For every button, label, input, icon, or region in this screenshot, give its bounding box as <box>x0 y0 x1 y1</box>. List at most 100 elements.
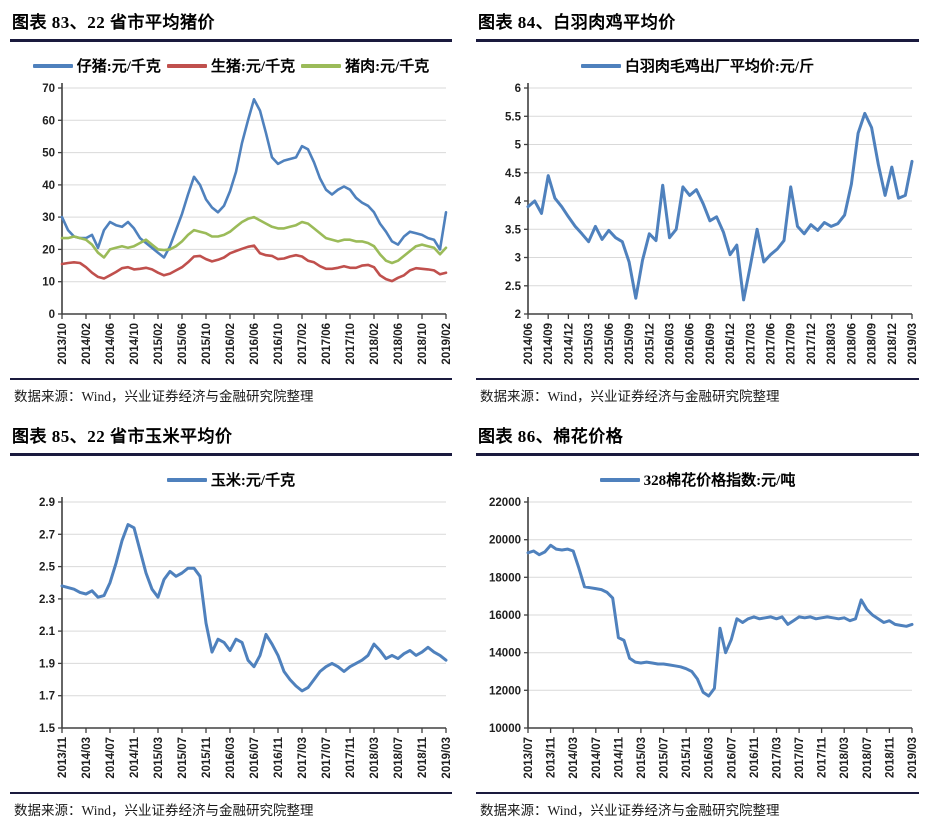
legend-label: 生猪:元/千克 <box>210 59 296 75</box>
panel-broiler-price: 图表 84、白羽肉鸡平均价 白羽肉毛鸡出厂平均价:元/斤 2 2.5 3 3.5 4 4.… <box>466 0 933 414</box>
series-line-0 <box>526 111 914 302</box>
y-axis-tick-label: 6 <box>515 83 521 95</box>
x-axis-tick-label: 2015/09 <box>624 323 636 365</box>
y-axis-tick-label: 30 <box>42 212 55 224</box>
y-axis-tick-label: 5 <box>515 140 522 152</box>
x-axis-tick-label: 2016/07 <box>726 737 738 779</box>
y-axis-tick-label: 1.5 <box>39 723 56 735</box>
x-axis-tick-label: 2017/02 <box>297 323 309 365</box>
y-axis-tick-label: 2 <box>515 309 521 321</box>
panel-corn-price: 图表 85、22 省市玉米平均价 玉米:元/千克 1.5 1.7 1.9 2.1 2.3… <box>0 414 466 829</box>
x-axis-tick-label: 2019/03 <box>907 323 918 365</box>
x-axis-tick-label: 2016/10 <box>273 323 285 365</box>
y-axis-tick-label: 1.9 <box>39 658 55 670</box>
y-axis-tick-label: 12000 <box>489 685 521 697</box>
x-axis-tick-label: 2013/10 <box>57 323 69 365</box>
x-axis-tick-label: 2016/03 <box>225 737 237 779</box>
x-axis-tick-label: 2013/07 <box>523 737 535 779</box>
legend-line-swatch <box>599 477 640 482</box>
panel-cotton-price: 图表 86、棉花价格 328棉花价格指数:元/吨 10000 12000 14000… <box>466 414 933 829</box>
pig-price-chart: 0 10 20 30 40 50 60 70 2013/10 2014/02 2014/06 2014… <box>42 83 452 365</box>
x-axis-tick-label: 2016/11 <box>273 736 285 778</box>
y-axis-tick-label: 10 <box>42 277 55 289</box>
legend-item: 生猪:元/千克 <box>166 55 296 76</box>
legend-label: 仔猪:元/千克 <box>76 59 161 75</box>
legend-label: 猪肉:元/千克 <box>345 59 430 75</box>
data-source-note: 数据来源：Wind，兴业证券经济与金融研究院整理 <box>476 792 919 819</box>
legend-line-swatch <box>32 63 73 68</box>
x-axis-tick-label: 2014/10 <box>129 323 141 365</box>
x-axis-tick-label: 2017/11 <box>345 736 357 778</box>
legend-line-swatch <box>166 477 207 482</box>
x-axis-tick-label: 2015/07 <box>177 737 189 779</box>
x-axis-tick-label: 2017/12 <box>806 323 818 365</box>
y-axis-tick-label: 2.3 <box>39 594 55 606</box>
legend-label: 白羽肉毛鸡出厂平均价:元/斤 <box>624 59 815 75</box>
x-axis-tick-label: 2013/11 <box>57 736 69 778</box>
legend-label: 328棉花价格指数:元/吨 <box>643 473 796 489</box>
x-axis-tick-label: 2014/02 <box>81 323 93 365</box>
panel-pig-price: 图表 83、22 省市平均猪价 仔猪:元/千克 生猪:元/千克 猪肉:元/千克 0 1… <box>0 0 466 414</box>
x-axis-tick-label: 2017/03 <box>772 737 784 779</box>
x-axis-tick-label: 2015/12 <box>644 323 656 365</box>
x-axis-tick-label: 2014/03 <box>81 737 93 779</box>
x-axis-tick-label: 2014/06 <box>523 323 535 365</box>
x-axis-tick-label: 2014/11 <box>129 736 141 778</box>
legend-item: 白羽肉毛鸡出厂平均价:元/斤 <box>580 55 815 76</box>
chart-legend: 仔猪:元/千克 生猪:元/千克 猪肉:元/千克 <box>10 55 452 76</box>
x-axis-tick-label: 2017/06 <box>766 323 778 365</box>
x-axis-tick-label: 2018/07 <box>393 737 405 779</box>
y-axis-tick-label: 20 <box>42 244 55 256</box>
x-axis-tick-label: 2017/09 <box>786 323 798 365</box>
x-axis-tick-label: 2018/11 <box>884 736 896 778</box>
x-axis-tick-label: 2016/03 <box>704 737 716 779</box>
y-axis-tick-label: 50 <box>42 148 55 160</box>
x-axis-tick-label: 2016/09 <box>705 323 717 365</box>
x-axis-tick-label: 2015/03 <box>584 323 596 365</box>
x-axis-tick-label: 2018/11 <box>417 736 429 778</box>
x-axis-tick-label: 2016/06 <box>685 323 697 365</box>
x-axis-tick-label: 2014/03 <box>568 737 580 779</box>
x-axis-tick-label: 2014/09 <box>543 323 555 365</box>
x-axis-tick-label: 2016/02 <box>225 323 237 365</box>
y-axis-tick-label: 70 <box>42 83 55 95</box>
x-axis-tick-label: 2014/06 <box>105 323 117 365</box>
x-axis-tick-label: 2018/07 <box>862 737 874 779</box>
x-axis-tick-label: 2015/03 <box>636 737 648 779</box>
x-axis-tick-label: 2019/03 <box>907 737 918 779</box>
legend-item: 仔猪:元/千克 <box>32 55 161 76</box>
cotton-price-chart: 10000 12000 14000 16000 18000 20000 22000 2013/… <box>489 497 918 779</box>
x-axis-tick-label: 2014/11 <box>613 736 625 778</box>
x-axis-tick-label: 2017/10 <box>345 323 357 365</box>
y-axis-tick-label: 2.1 <box>39 626 56 638</box>
y-axis-tick-label: 3.5 <box>505 224 522 236</box>
series-line-1 <box>60 244 448 283</box>
y-axis-tick-label: 3 <box>515 253 521 265</box>
y-axis-tick-label: 10000 <box>489 723 521 735</box>
x-axis-tick-label: 2015/07 <box>659 737 671 779</box>
y-axis-tick-label: 2.5 <box>39 562 56 574</box>
x-axis-tick-label: 2018/03 <box>369 737 381 779</box>
x-axis-tick-label: 2013/11 <box>546 736 558 778</box>
y-axis-tick-label: 16000 <box>489 610 521 622</box>
x-axis-tick-label: 2017/03 <box>745 323 757 365</box>
x-axis-tick-label: 2015/06 <box>177 323 189 365</box>
x-axis-tick-label: 2018/12 <box>887 323 899 365</box>
data-source-note: 数据来源：Wind，兴业证券经济与金融研究院整理 <box>476 378 919 405</box>
legend-label: 玉米:元/千克 <box>210 473 296 489</box>
x-axis-tick-label: 2016/06 <box>249 323 261 365</box>
broiler-price-chart: 2 2.5 3 3.5 4 4.5 5 5.5 6 2014/06 2014/09 2014/12 20… <box>505 83 918 365</box>
x-axis-tick-label: 2016/12 <box>725 323 737 365</box>
y-axis-tick-label: 20000 <box>489 535 521 547</box>
x-axis-tick-label: 2015/11 <box>201 736 213 778</box>
chart-title: 图表 85、22 省市玉米平均价 <box>10 420 452 456</box>
series-line-0 <box>60 523 448 693</box>
y-axis-tick-label: 2.7 <box>39 529 55 541</box>
x-axis-tick-label: 2018/02 <box>369 323 381 365</box>
y-axis-tick-label: 4.5 <box>505 168 522 180</box>
y-axis-tick-label: 5.5 <box>505 111 522 123</box>
series-line-2 <box>60 215 448 265</box>
y-axis-tick-label: 2.9 <box>39 497 55 509</box>
legend-line-swatch <box>166 63 207 68</box>
